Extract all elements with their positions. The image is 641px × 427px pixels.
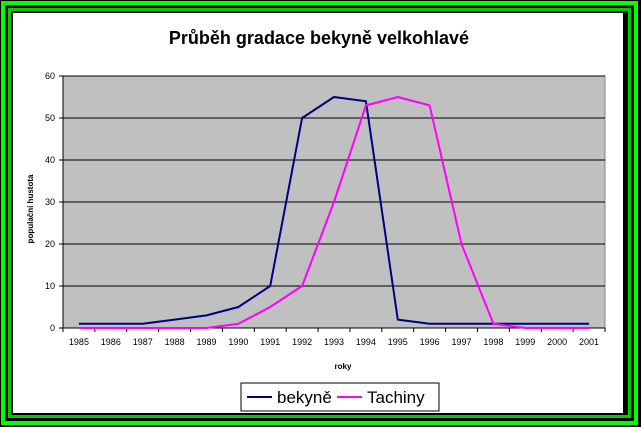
x-tick-label: 2000 xyxy=(547,337,567,347)
x-tick-label: 2001 xyxy=(579,337,599,347)
y-tick-label: 10 xyxy=(45,281,55,291)
x-tick-label: 1994 xyxy=(356,337,376,347)
y-tick-label: 30 xyxy=(45,197,55,207)
x-tick-label: 1999 xyxy=(515,337,535,347)
x-tick-label: 1997 xyxy=(452,337,472,347)
legend: bekyně Tachiny xyxy=(240,382,440,412)
chart-canvas: Průběh gradace bekyně velkohlavé 0 10 20 30… xyxy=(13,13,623,413)
series-line-Tachiny xyxy=(78,96,590,329)
x-tick-label: 1985 xyxy=(69,337,89,347)
y-tick-label: 40 xyxy=(45,155,55,165)
x-axis-label: roky xyxy=(335,362,352,371)
y-tick-label: 20 xyxy=(45,239,55,249)
x-tick-label: 1989 xyxy=(196,337,216,347)
legend-label-bekyně: bekyně xyxy=(277,388,332,407)
legend-label-Tachiny: Tachiny xyxy=(367,388,425,407)
x-tick-label: 1995 xyxy=(388,337,408,347)
x-tick-label: 1998 xyxy=(483,337,503,347)
y-axis-label: populační hustota xyxy=(26,174,35,243)
plot-area: 0 10 20 30 40 50 60 1985 1986 1987 1988 1989 1990 199… xyxy=(45,71,606,347)
x-tick-label: 1993 xyxy=(324,337,344,347)
x-tick-label: 1986 xyxy=(101,337,121,347)
y-tick-label: 0 xyxy=(50,323,55,333)
y-tick-label: 50 xyxy=(45,113,55,123)
x-tick-label: 1996 xyxy=(420,337,440,347)
x-tick-label: 1992 xyxy=(292,337,312,347)
x-tick-label: 1987 xyxy=(133,337,153,347)
x-tick-label: 1991 xyxy=(260,337,280,347)
chart-title: Průběh gradace bekyně velkohlavé xyxy=(169,28,469,48)
x-tick-label: 1990 xyxy=(228,337,248,347)
series-line-bekyně xyxy=(78,96,590,325)
x-tick-label: 1988 xyxy=(165,337,185,347)
line-chart: Průběh gradace bekyně velkohlavé 0 10 20 30… xyxy=(26,28,606,412)
y-tick-label: 60 xyxy=(45,71,55,81)
inner-green-border xyxy=(8,8,631,418)
